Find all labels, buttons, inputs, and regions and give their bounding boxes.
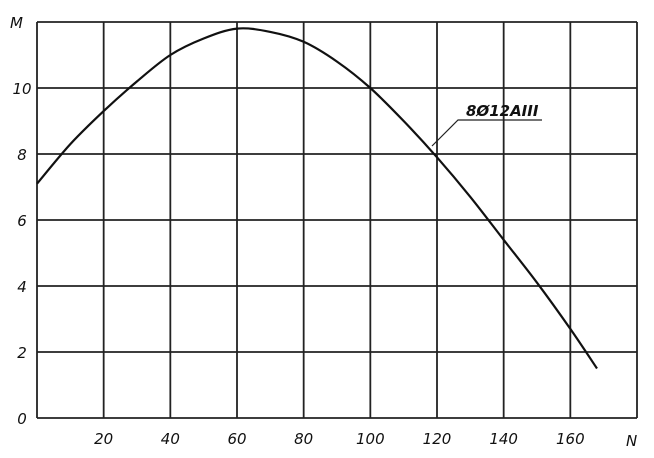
- x-tick-label: 20: [94, 430, 113, 448]
- x-tick-label: 140: [489, 430, 518, 448]
- x-axis-label: N: [626, 432, 637, 450]
- tick-labels: 20 40 60 80 100 120 140 160 0 2 4 6 8 10: [12, 80, 584, 448]
- x-tick-label: 60: [227, 430, 246, 448]
- series-line: [36, 27, 598, 370]
- y-tick-label: 4: [17, 278, 27, 296]
- y-tick-label: 6: [17, 212, 27, 230]
- annotation-label: 8Ø12AIII: [466, 102, 539, 120]
- x-tick-label: 100: [356, 430, 385, 448]
- x-tick-label: 80: [294, 430, 313, 448]
- x-tick-label: 160: [556, 430, 585, 448]
- x-tick-label: 120: [423, 430, 452, 448]
- annotation-leader: [431, 119, 542, 147]
- y-tick-label: 8: [17, 146, 27, 164]
- y-tick-label: 10: [12, 80, 31, 98]
- y-tick-label: 2: [17, 344, 27, 362]
- y-tick-label: 0: [17, 410, 27, 428]
- grid: [36, 21, 638, 419]
- x-tick-label: 40: [161, 430, 180, 448]
- y-axis-label: M: [10, 14, 23, 32]
